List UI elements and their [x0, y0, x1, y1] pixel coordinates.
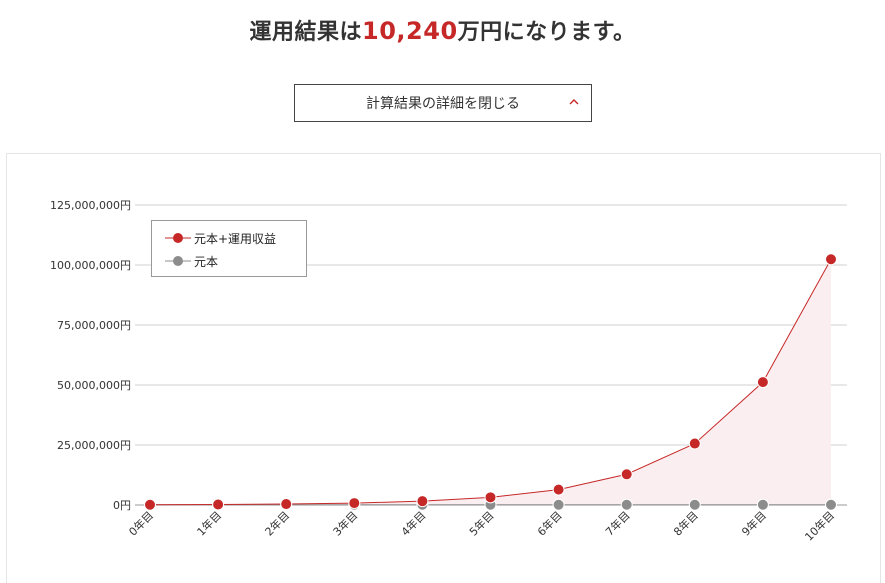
- principal-point: [825, 498, 837, 511]
- chart-legend: 元本+運用収益 元本: [151, 220, 307, 277]
- x-tick-label: 4年目: [398, 508, 428, 538]
- toggle-details-label: 計算結果の詳細を閉じる: [366, 96, 520, 112]
- toggle-details-button[interactable]: 計算結果の詳細を閉じる: [294, 84, 592, 122]
- total-point: [280, 498, 293, 511]
- x-tick-label: 7年目: [602, 508, 632, 538]
- x-tick-label: 10年目: [802, 508, 837, 543]
- total-point: [756, 376, 769, 389]
- x-tick-label: 6年目: [534, 508, 564, 538]
- legend-item-total: 元本+運用収益: [164, 229, 276, 247]
- x-tick-label: 5年目: [466, 508, 496, 538]
- total-point: [552, 483, 565, 496]
- legend-label-total: 元本+運用収益: [194, 231, 277, 246]
- x-tick-label: 8年目: [671, 508, 701, 538]
- legend-item-principal: 元本: [164, 252, 218, 270]
- principal-point: [688, 498, 701, 511]
- total-point: [348, 497, 361, 510]
- y-tick-label: 100,000,000円: [50, 259, 131, 272]
- result-amount: 10,240: [362, 17, 458, 45]
- x-tick-label: 3年目: [330, 508, 360, 538]
- y-tick-label: 50,000,000円: [57, 379, 131, 392]
- legend-swatch-total: [165, 233, 191, 243]
- headline-prefix: 運用結果は: [249, 20, 363, 45]
- x-tick-label: 0年目: [126, 508, 156, 538]
- y-tick-label: 75,000,000円: [57, 319, 131, 332]
- x-tick-label: 2年目: [262, 508, 292, 538]
- principal-point: [620, 498, 633, 511]
- total-point: [688, 437, 701, 450]
- x-tick-label: 1年目: [194, 508, 224, 538]
- total-point: [825, 253, 837, 266]
- area-fill: [150, 259, 831, 505]
- legend-label-principal: 元本: [194, 254, 219, 269]
- principal-point: [552, 498, 565, 511]
- legend-swatch-principal: [165, 256, 191, 266]
- total-point: [416, 495, 429, 508]
- total-point: [144, 498, 156, 511]
- result-headline: 運用結果は10,240万円になります。: [0, 14, 885, 46]
- total-point: [484, 491, 497, 504]
- headline-suffix: 万円になります。: [457, 20, 636, 45]
- total-point: [620, 468, 633, 481]
- y-tick-label: 125,000,000円: [50, 199, 131, 212]
- y-tick-label: 0円: [113, 499, 131, 512]
- y-tick-label: 25,000,000円: [57, 439, 131, 452]
- x-tick-label: 9年目: [739, 508, 769, 538]
- chevron-up-icon: [569, 99, 579, 105]
- principal-point: [756, 498, 769, 511]
- chart-panel: [6, 153, 881, 583]
- total-point: [212, 498, 225, 511]
